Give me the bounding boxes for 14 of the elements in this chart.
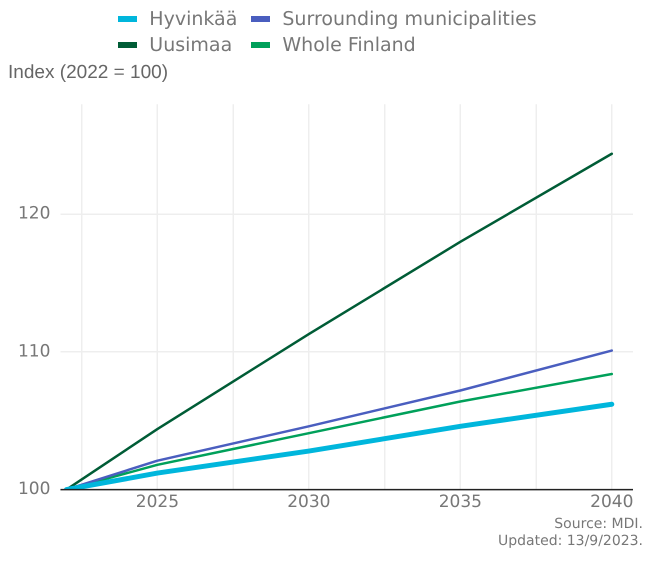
y-axis-title: Index (2022 = 100) [8,62,170,84]
text: Updated: 13/9/2023. [497,533,643,550]
y-tick-label: 100 [18,479,50,500]
y-tick-label: 110 [18,341,50,362]
source-note: Source: MDI. [553,516,643,533]
x-tick-label: 2030 [287,492,330,512]
legend-label: Surrounding municipalities [282,8,537,30]
legend-label: Hyvinkää [149,8,238,30]
legend-label: Uusimaa [149,34,232,56]
x-tick-label: 2025 [136,492,180,512]
x-tick-label: 2040 [590,492,634,512]
x-tick-label: 2035 [438,492,482,512]
y-tick-label: 120 [18,204,50,224]
legend-label: Whole Finland [282,34,416,56]
